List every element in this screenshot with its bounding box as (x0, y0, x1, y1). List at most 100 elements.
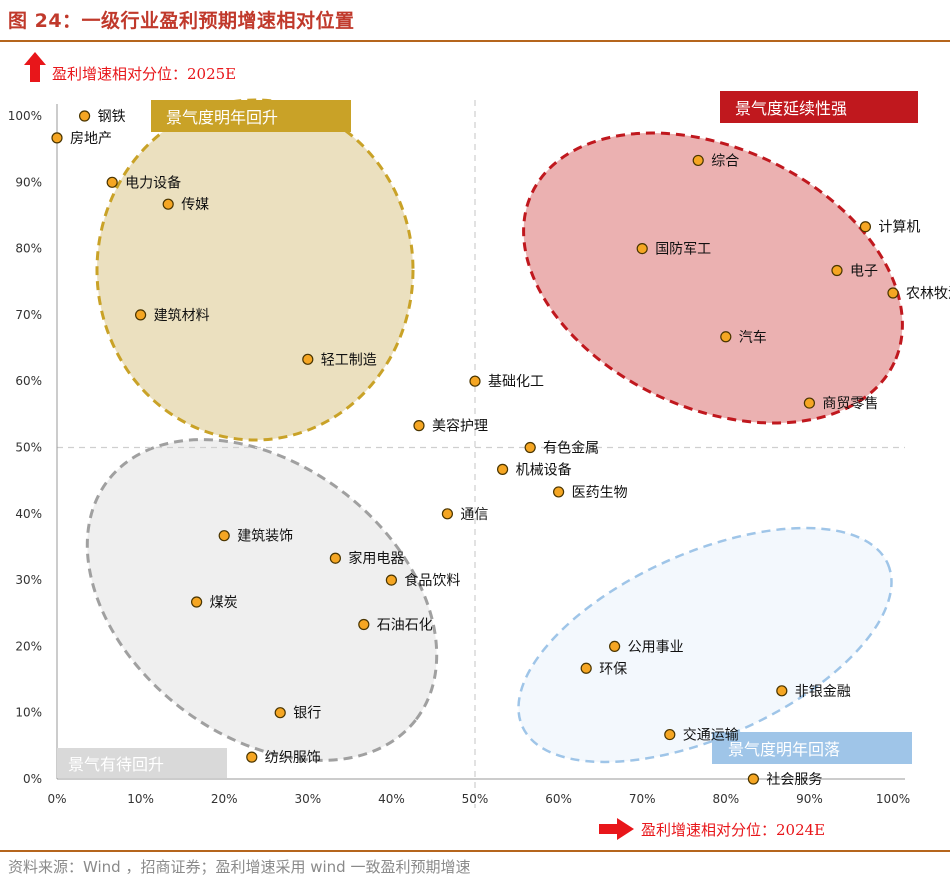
y-tick-label: 40% (15, 507, 42, 521)
data-label: 计算机 (878, 220, 920, 236)
data-label: 有色金属 (543, 440, 599, 457)
data-label: 环保 (599, 661, 627, 677)
data-point (191, 596, 203, 608)
data-label: 家用电器 (348, 550, 404, 567)
x-tick-label: 50% (462, 792, 489, 806)
data-point (859, 221, 872, 233)
data-point (664, 728, 676, 741)
data-point (469, 375, 481, 387)
y-tick-label: 60% (15, 374, 42, 388)
y-tick-label: 70% (15, 308, 42, 322)
data-label: 石油石化 (377, 618, 433, 634)
y-tick-label: 20% (15, 639, 42, 653)
data-point (636, 243, 648, 255)
data-label: 传媒 (181, 197, 209, 213)
x-tick-label: 10% (127, 792, 154, 806)
data-point (441, 508, 454, 520)
x-tick-label: 100% (876, 792, 910, 806)
zone-top-right (522, 131, 904, 425)
up-arrow-icon (24, 52, 46, 82)
footer-divider (0, 850, 950, 852)
data-point (246, 751, 258, 763)
data-label: 银行 (293, 706, 321, 722)
data-label: 钢铁 (98, 109, 126, 125)
y-tick-label: 10% (15, 706, 42, 720)
data-point (887, 287, 899, 299)
data-point (803, 397, 816, 409)
data-point (776, 685, 788, 697)
y-tick-label: 0% (23, 772, 42, 786)
data-label: 汽车 (739, 329, 767, 346)
data-point (496, 463, 509, 475)
data-point (692, 154, 704, 167)
y-axis-title: 盈利增速相对分位：2025E (24, 52, 236, 83)
data-point (106, 176, 118, 188)
x-tick-label: 40% (378, 792, 405, 806)
zone-bottom-left (85, 438, 439, 762)
x-tick-label: 30% (294, 792, 321, 806)
data-point (609, 640, 621, 653)
quadrant-label-top-right: 景气度延续性强 (720, 91, 918, 123)
data-label: 建筑装饰 (237, 529, 293, 545)
x-axis-title: 盈利增速相对分位：2024E (599, 818, 825, 840)
quadrant-label-bottom-left: 景气有待回升 (57, 748, 227, 778)
data-label: 房地产 (70, 131, 112, 147)
svg-text:盈利增速相对分位：2025E: 盈利增速相对分位：2025E (52, 65, 236, 83)
y-tick-label: 90% (15, 175, 42, 189)
zone-top-left (95, 98, 415, 442)
right-arrow-icon (599, 818, 634, 840)
zone-bottom-right (517, 526, 893, 764)
data-label: 非银金融 (795, 684, 851, 700)
data-point (218, 530, 230, 542)
y-tick-label: 50% (15, 441, 42, 455)
data-label: 基础化工 (488, 373, 544, 390)
data-label: 食品饮料 (404, 572, 460, 589)
data-label: 公用事业 (628, 639, 684, 655)
svg-text:景气有待回升: 景气有待回升 (68, 755, 164, 774)
source-note: 资料来源：Wind ，招商证券；盈利增速采用 wind 一致盈利预期增速 (8, 858, 471, 876)
data-point (580, 662, 592, 674)
quadrant-label-top-left: 景气度明年回升 (151, 100, 351, 132)
x-tick-label: 80% (712, 792, 739, 806)
x-tick-label: 90% (796, 792, 823, 806)
svg-text:景气度明年回升: 景气度明年回升 (166, 108, 278, 127)
x-tick-labels: 0% 10% 20% 30% 40% 50% 60% 70% 80% 90% 100% (47, 792, 910, 806)
data-point (329, 552, 341, 564)
figure-title: 图 24：一级行业盈利预期增速相对位置 (8, 10, 355, 32)
data-label: 社会服务 (766, 772, 822, 788)
data-label: 建筑材料 (154, 308, 210, 324)
y-tick-label: 80% (15, 242, 42, 256)
data-label: 电子 (850, 263, 878, 279)
data-point (78, 110, 91, 122)
data-point (524, 441, 536, 454)
data-point (274, 707, 286, 719)
data-label: 煤炭 (210, 595, 238, 611)
data-label: 商贸零售 (822, 396, 878, 412)
data-points (51, 110, 899, 785)
data-label: 综合 (711, 153, 739, 169)
data-labels: 钢铁房地产电力设备传媒建筑材料轻工制造基础化工美容护理有色金属机械设备医药生物通… (70, 109, 950, 788)
data-point (135, 309, 147, 321)
data-label: 交通运输 (683, 727, 739, 744)
quadrant-label-bottom-right: 景气度明年回落 (712, 732, 912, 764)
svg-text:景气度延续性强: 景气度延续性强 (735, 99, 847, 118)
title-divider (0, 40, 950, 42)
data-label: 美容护理 (432, 418, 488, 435)
x-tick-label: 70% (629, 792, 656, 806)
data-point (302, 353, 314, 365)
y-tick-label: 30% (15, 573, 42, 587)
data-point (552, 486, 565, 498)
y-tick-label: 100% (8, 109, 42, 123)
data-label: 电力设备 (125, 174, 181, 191)
data-label: 机械设备 (516, 461, 572, 478)
x-tick-label: 60% (545, 792, 572, 806)
data-label: 农林牧渔 (906, 286, 950, 302)
data-label: 医药生物 (572, 485, 628, 501)
x-tick-label: 0% (47, 792, 66, 806)
data-point (385, 574, 397, 586)
data-point (51, 132, 63, 144)
data-point (720, 331, 732, 343)
data-point (831, 264, 843, 277)
data-point (358, 618, 370, 631)
